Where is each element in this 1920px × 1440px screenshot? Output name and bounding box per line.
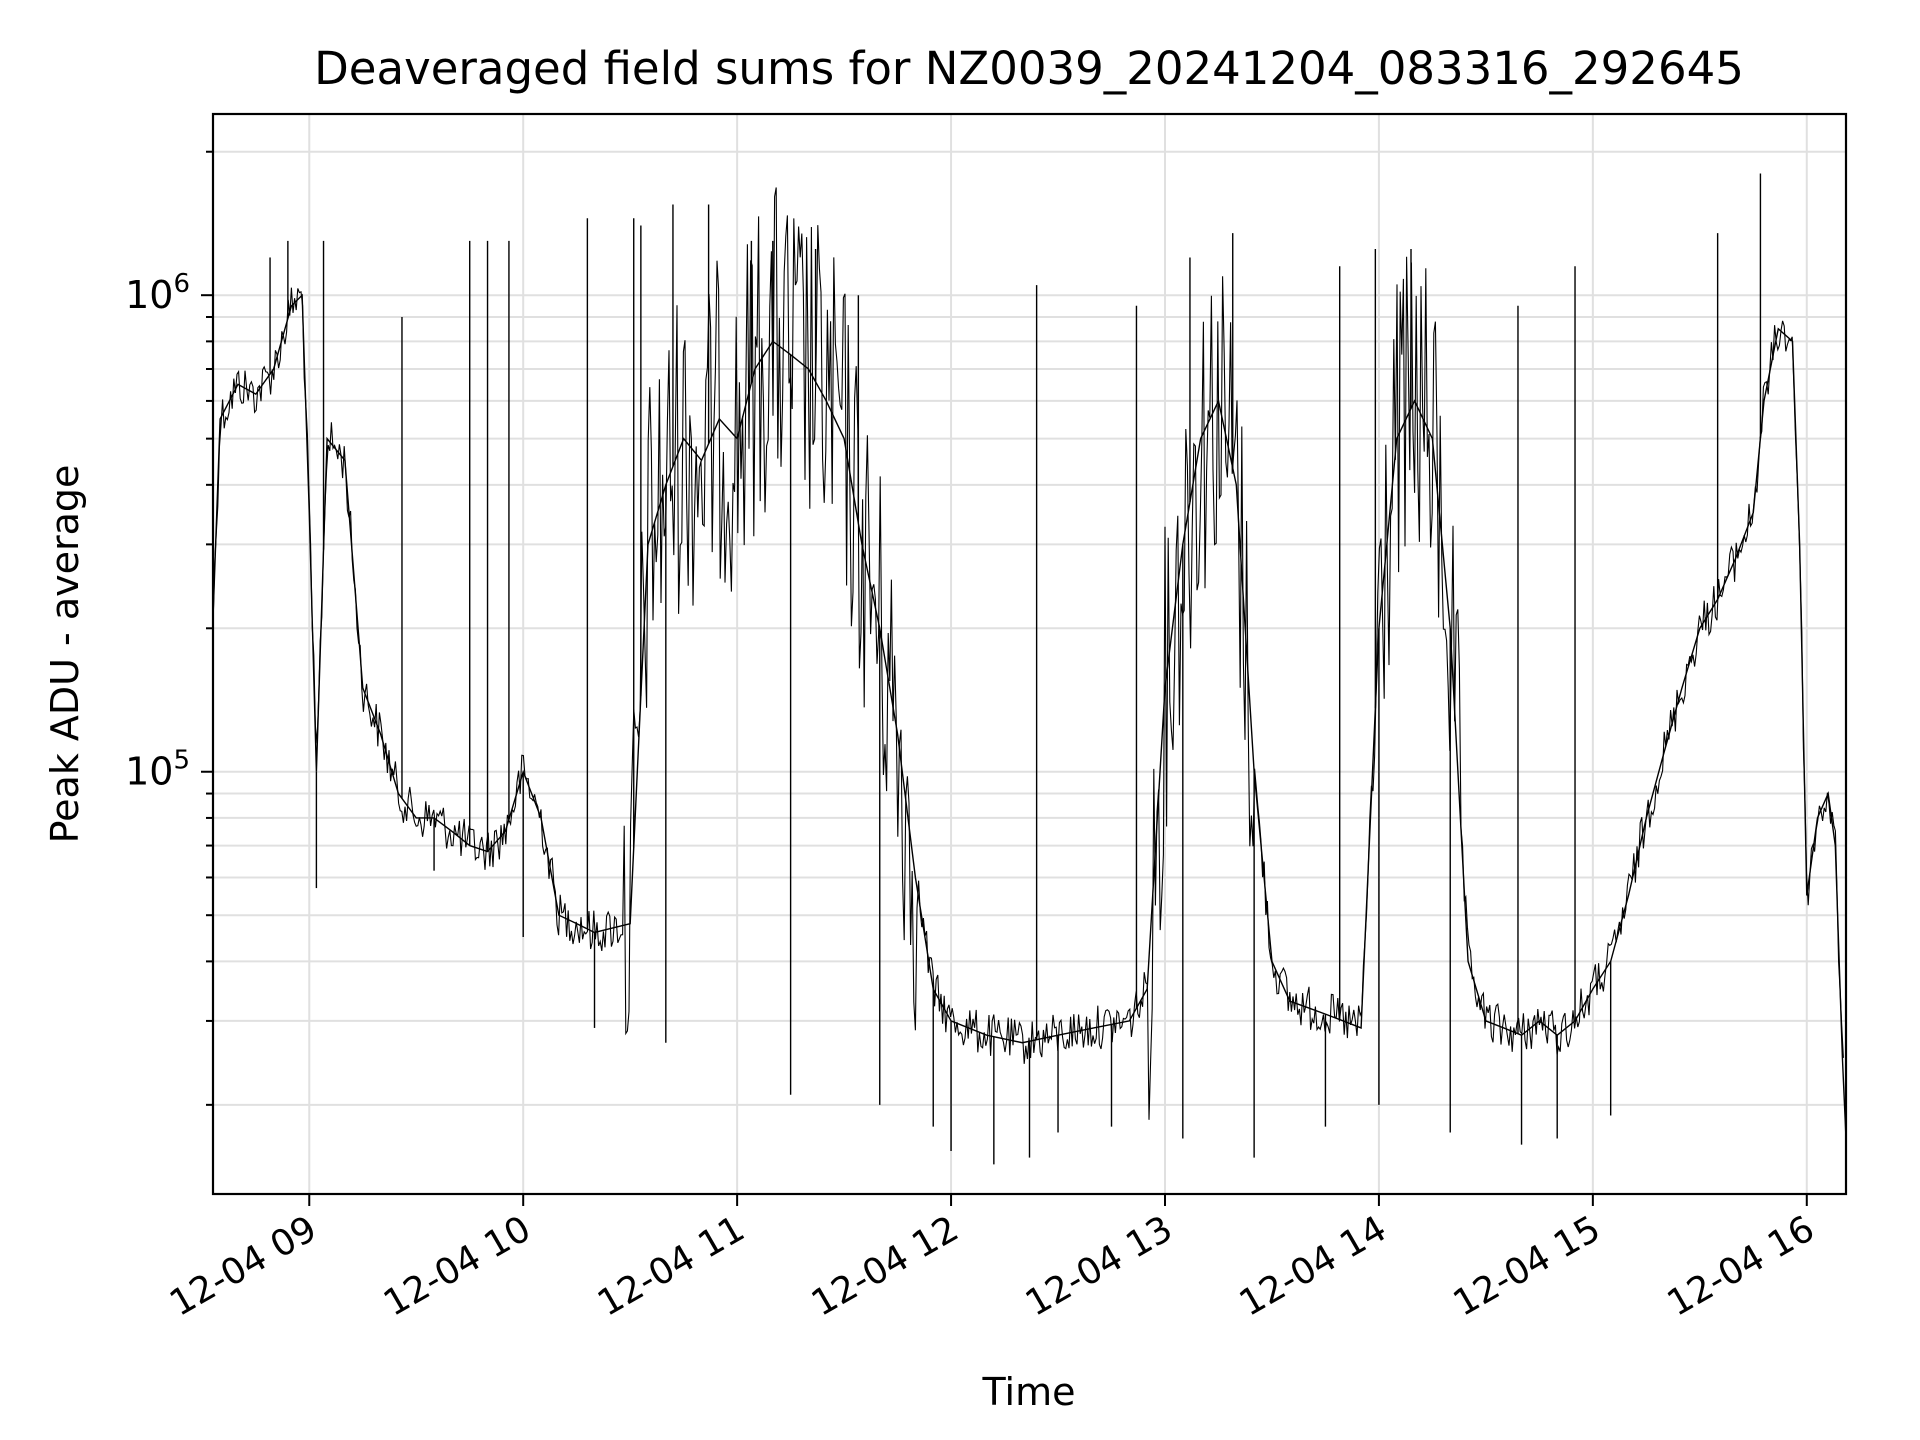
plot-area-frame <box>211 112 1848 1196</box>
y-axis-label: Peak ADU - average <box>43 465 87 844</box>
grid-layer <box>213 114 1846 1194</box>
x-axis-label: Time <box>982 1370 1076 1414</box>
chart-title: Deaveraged field sums for NZ0039_2024120… <box>314 42 1744 95</box>
y-tick-label: 106 <box>125 269 190 317</box>
data-layer <box>212 173 1847 1165</box>
y-tick-label: 105 <box>125 746 190 794</box>
y-axis: 105 106 <box>125 150 213 1106</box>
series-noise-trace <box>212 187 1844 1120</box>
